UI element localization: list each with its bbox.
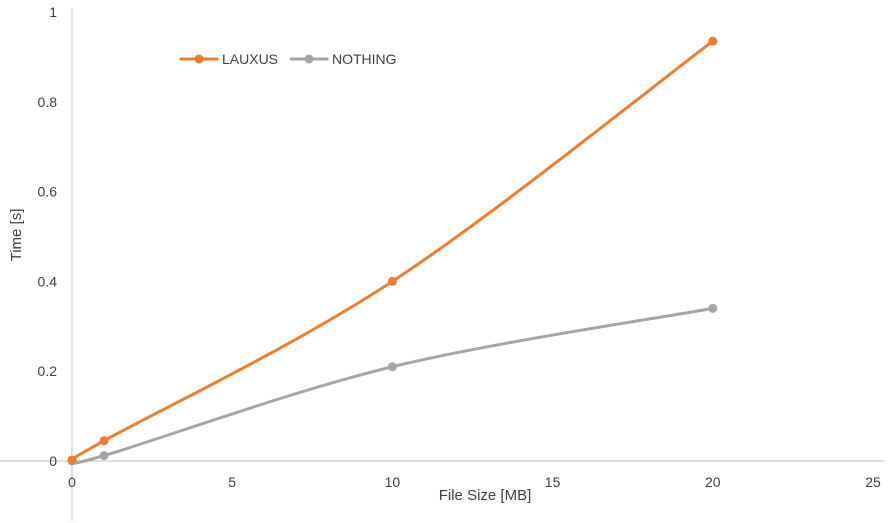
data-point-lauxus — [708, 36, 718, 46]
data-point-lauxus — [67, 455, 77, 465]
axes — [0, 8, 885, 521]
y-tick-label: 0 — [49, 453, 57, 469]
y-tick-label: 0.6 — [38, 184, 58, 200]
series-line-lauxus — [68, 39, 715, 462]
legend: LAUXUS NOTHING — [179, 51, 397, 67]
series-lines — [67, 36, 718, 466]
data-point-nothing — [99, 451, 109, 461]
series-nothing — [67, 303, 718, 466]
series-lauxus — [67, 36, 718, 465]
y-tick-label: 0.2 — [38, 363, 58, 379]
y-tick-label: 0.8 — [38, 94, 58, 110]
legend-item-lauxus: LAUXUS — [179, 51, 278, 67]
legend-label-nothing: NOTHING — [332, 51, 397, 67]
x-tick-label: 5 — [228, 474, 236, 490]
data-point-nothing — [387, 362, 397, 372]
x-tick-label: 20 — [705, 474, 721, 490]
x-tick-label: 0 — [68, 474, 76, 490]
x-tick-label: 10 — [385, 474, 401, 490]
tick-labels: 0 5 10 15 20 25 0 0.2 0.4 0.6 0.8 1 — [38, 4, 881, 490]
y-tick-label: 0.4 — [38, 273, 58, 289]
legend-item-nothing: NOTHING — [289, 51, 397, 67]
x-tick-label: 15 — [545, 474, 561, 490]
data-point-lauxus — [99, 436, 109, 446]
legend-marker-lauxus — [194, 54, 204, 64]
data-point-nothing — [708, 303, 718, 313]
x-tick-label: 25 — [865, 474, 881, 490]
data-point-lauxus — [387, 276, 397, 286]
y-axis-title: Time [s] — [8, 209, 25, 262]
y-tick-label: 1 — [49, 4, 57, 20]
x-axis-title: File Size [MB] — [439, 487, 532, 504]
series-line-nothing — [68, 306, 715, 466]
legend-label-lauxus: LAUXUS — [222, 51, 278, 67]
legend-marker-nothing — [304, 54, 314, 64]
